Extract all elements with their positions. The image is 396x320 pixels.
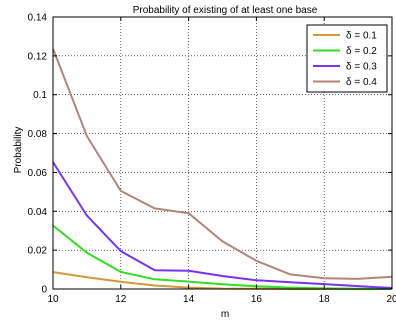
x-tick-label: 20 — [386, 294, 396, 305]
chart-title: Probability of existing of at least one … — [133, 5, 318, 16]
y-ticks: 0 0.02 0.04 0.06 0.08 0.1 0.12 0.14 — [28, 13, 392, 296]
y-tick-label: 0.02 — [28, 246, 48, 257]
x-tick-label: 12 — [115, 294, 127, 305]
series-line-1 — [52, 271, 392, 290]
x-tick-label: 10 — [47, 294, 59, 305]
legend-label: δ = 0.1 — [346, 31, 377, 42]
y-axis-label: Probability — [13, 127, 24, 174]
y-tick-label: 0.1 — [33, 90, 47, 101]
x-axis-label: m — [221, 309, 229, 320]
y-tick-label: 0.06 — [28, 168, 48, 179]
legend-label: δ = 0.4 — [346, 77, 377, 88]
x-tick-label: 18 — [319, 294, 331, 305]
x-tick-label: 14 — [183, 294, 195, 305]
y-tick-label: 0 — [41, 285, 47, 296]
x-ticks: 10 12 14 16 18 20 — [47, 17, 396, 305]
y-tick-label: 0.14 — [28, 13, 48, 24]
x-tick-label: 16 — [251, 294, 263, 305]
plot-frame — [52, 16, 393, 290]
legend-label: δ = 0.2 — [346, 46, 377, 57]
series-line-4 — [52, 48, 393, 280]
series-line-3 — [52, 161, 393, 289]
y-tick-label: 0.12 — [28, 51, 48, 62]
y-tick-label: 0.04 — [28, 207, 48, 218]
y-tick-label: 0.08 — [28, 129, 48, 140]
legend: δ = 0.1 δ = 0.2 δ = 0.3 δ = 0.4 — [306, 24, 388, 93]
legend-label: δ = 0.3 — [346, 62, 377, 73]
